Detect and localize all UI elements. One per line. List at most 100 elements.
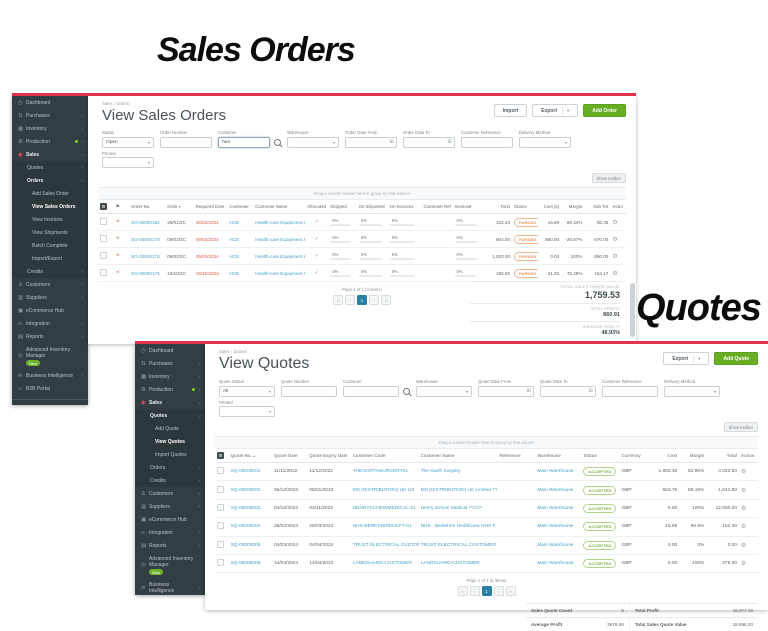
sidebar-item-production[interactable]: ⚙ Production › bbox=[12, 135, 88, 148]
customer-input[interactable] bbox=[343, 385, 399, 397]
column-header-status[interactable]: Status bbox=[581, 449, 620, 463]
search-icon[interactable] bbox=[403, 387, 410, 395]
customer-link[interactable]: HCE bbox=[229, 253, 240, 259]
column-header-warehouse[interactable]: Warehouse bbox=[535, 449, 582, 463]
column-header-quote_date[interactable]: Quote Date bbox=[272, 449, 308, 463]
row-checkbox[interactable] bbox=[100, 235, 107, 242]
row-checkbox[interactable] bbox=[100, 218, 107, 225]
sidebar-item-ecommerce-hub[interactable]: ▣ eCommerce Hub bbox=[135, 513, 205, 526]
page-button-nav[interactable]: › bbox=[493, 586, 504, 597]
sidebar-item-credits[interactable]: Credits › bbox=[135, 474, 205, 487]
warehouse-link[interactable]: Main Warehouse bbox=[537, 469, 574, 475]
order-number-input[interactable] bbox=[160, 136, 212, 148]
quote_no-link[interactable]: SQ-00000006 bbox=[230, 561, 261, 567]
sidebar-item-batch-complete[interactable]: Batch Complete bbox=[12, 239, 88, 252]
add-quote-button[interactable]: Add Quote bbox=[714, 352, 758, 365]
export-button[interactable]: Export ▾ bbox=[532, 104, 579, 117]
column-header-shipped[interactable]: Shipped bbox=[328, 200, 357, 214]
search-icon[interactable] bbox=[274, 138, 281, 146]
customer_code-link[interactable]: LANDGUARD-CUSTOMER bbox=[352, 561, 412, 567]
column-header-total[interactable]: Total bbox=[483, 200, 513, 214]
row-actions-gear-icon[interactable]: ⚙ bbox=[740, 505, 747, 512]
page-button-nav[interactable]: ‹ bbox=[345, 295, 355, 305]
flag-icon[interactable]: ⚑ bbox=[115, 219, 120, 225]
column-header-customer_name[interactable]: Customer Name bbox=[253, 200, 306, 214]
column-header-sel[interactable]: ⚙ bbox=[215, 449, 229, 463]
customer-reference-input[interactable] bbox=[602, 385, 658, 397]
row-actions-gear-icon[interactable]: ⚙ bbox=[612, 270, 618, 277]
column-header-customer_name[interactable]: Customer Name bbox=[418, 449, 498, 463]
sidebar-item-add-sales-order[interactable]: Add Sales Order bbox=[12, 187, 88, 200]
page-button-nav[interactable]: » bbox=[505, 586, 516, 597]
sidebar-item-customers[interactable]: ♙ Customers › bbox=[12, 278, 88, 291]
flag-icon[interactable]: ⚑ bbox=[115, 253, 120, 259]
column-header-customer_ref[interactable]: Customer Ref bbox=[421, 200, 453, 214]
customer_code-link[interactable]: THEGARTHSURGERY01 bbox=[352, 469, 408, 475]
column-header-currency[interactable]: Currency bbox=[619, 449, 650, 463]
sidebar-item-dashboard[interactable]: ◷ Dashboard bbox=[12, 96, 88, 109]
customer_code-link[interactable]: NHS-BERKSHIREHCFT-01 bbox=[352, 524, 412, 530]
sidebar-item-ecommerce-hub[interactable]: ▣ eCommerce Hub bbox=[12, 304, 88, 317]
customer-link[interactable]: HCE bbox=[229, 236, 240, 242]
export-button[interactable]: Export ▾ bbox=[663, 352, 710, 365]
warehouse-link[interactable]: Main Warehouse bbox=[537, 487, 574, 493]
customer_name-link[interactable]: TRUST ELECTRICAL CUSTOMER bbox=[420, 542, 496, 548]
row-actions-gear-icon[interactable]: ⚙ bbox=[740, 542, 747, 549]
row-checkbox[interactable] bbox=[100, 269, 107, 276]
sidebar-item-inventory[interactable]: ▦ Inventory › bbox=[12, 122, 88, 135]
column-header-required_date[interactable]: Required Date bbox=[193, 200, 228, 214]
delivery-method-select[interactable]: ▾ bbox=[519, 136, 571, 148]
page-button-1[interactable]: 1 bbox=[357, 295, 367, 305]
group-drop-zone[interactable]: Drag a column header here to group by th… bbox=[98, 187, 626, 200]
column-header-status[interactable]: Status bbox=[512, 200, 538, 214]
column-header-flag[interactable]: ⚑ bbox=[113, 200, 130, 214]
row-actions-gear-icon[interactable]: ⚙ bbox=[740, 561, 747, 568]
column-header-on_shipment[interactable]: On Shipment bbox=[356, 200, 388, 214]
customer_name-link[interactable]: The Garth Surgery bbox=[420, 469, 461, 475]
sidebar-item-customers[interactable]: ♙ Customers › bbox=[135, 487, 205, 500]
customer_name-link[interactable]: Health-care Equipment & Sup bbox=[255, 270, 305, 276]
quote_no-link[interactable]: SQ-00000005 bbox=[230, 542, 261, 548]
row-actions-gear-icon[interactable]: ⚙ bbox=[612, 253, 618, 260]
sidebar-item-dashboard[interactable]: ◷ Dashboard bbox=[135, 344, 205, 357]
warehouse-select[interactable]: ▾ bbox=[416, 385, 472, 397]
quote-date-to-input[interactable]: ⊞ bbox=[540, 385, 596, 397]
customer-reference-input[interactable] bbox=[461, 136, 513, 148]
row-actions-gear-icon[interactable]: ⚙ bbox=[612, 219, 618, 226]
sidebar-item-view-quotes[interactable]: View Quotes bbox=[135, 435, 205, 448]
page-button-nav[interactable]: » bbox=[381, 295, 391, 305]
customer_name-link[interactable]: LANDGUARD-CUSTOMER bbox=[420, 561, 480, 567]
customer-link[interactable]: HCE bbox=[229, 270, 240, 276]
column-header-order_date[interactable]: Orde▼ bbox=[165, 200, 194, 214]
sidebar-item-integration[interactable]: ∞ Integration › bbox=[135, 526, 205, 539]
delivery-method-select[interactable]: ▾ bbox=[664, 385, 720, 397]
add-order-button[interactable]: Add Order bbox=[583, 104, 626, 117]
quote-date-from-input[interactable]: ⊞ bbox=[478, 385, 534, 397]
customer_code-link[interactable]: MS (DISTRIBUTION) UK Ltd bbox=[352, 487, 415, 493]
column-header-customer[interactable]: Customer bbox=[227, 200, 254, 214]
flag-icon[interactable]: ⚑ bbox=[115, 236, 120, 242]
sidebar-item-inventory[interactable]: ▦ Inventory › bbox=[135, 370, 205, 383]
quote-number-input[interactable] bbox=[281, 385, 337, 397]
page-button-nav[interactable]: › bbox=[369, 295, 379, 305]
order_no-link[interactable]: SO-00000178 bbox=[131, 253, 160, 259]
sidebar-item-suppliers[interactable]: ▥ Suppliers › bbox=[135, 500, 205, 513]
order-date-from-input[interactable]: ⊞ bbox=[345, 136, 397, 148]
row-checkbox[interactable] bbox=[217, 503, 224, 511]
flag-icon[interactable]: ⚑ bbox=[115, 270, 120, 276]
sidebar-item-sales[interactable]: ◉ Sales › bbox=[12, 148, 88, 161]
page-button-nav[interactable]: « bbox=[333, 295, 343, 305]
order-date-to-input[interactable]: ⊞ bbox=[403, 136, 455, 148]
quote_no-link[interactable]: SQ-00000002 bbox=[230, 487, 261, 493]
page-button-nav[interactable]: ‹ bbox=[469, 586, 480, 597]
row-actions-gear-icon[interactable]: ⚙ bbox=[740, 469, 747, 476]
quote-status-select[interactable]: All ▾ bbox=[219, 385, 275, 397]
quote_no-link[interactable]: SQ-00000004 bbox=[230, 524, 261, 530]
warehouse-link[interactable]: Main Warehouse bbox=[537, 524, 574, 530]
customer-input[interactable]: hea bbox=[218, 136, 270, 148]
column-header-sub_total[interactable]: Sub Tot bbox=[584, 200, 611, 214]
column-chooser-icon[interactable]: ⚙ bbox=[100, 203, 107, 210]
customer_name-link[interactable]: MS (DISTRIBUTION) UK Limited **I bbox=[420, 487, 498, 493]
group-drop-zone[interactable]: Drag a column header here to group by th… bbox=[215, 436, 758, 449]
row-actions-gear-icon[interactable]: ⚙ bbox=[740, 524, 747, 531]
